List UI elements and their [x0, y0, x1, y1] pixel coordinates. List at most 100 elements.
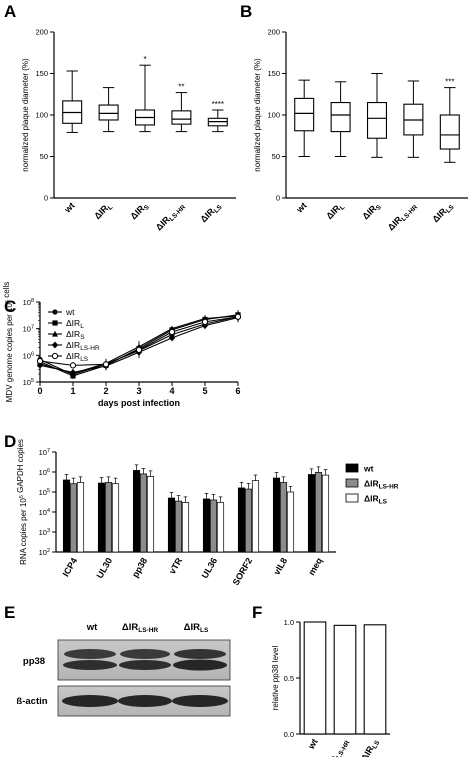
x-label-ir-s: ΔIRS	[360, 200, 383, 223]
blot-band-pp38-lower-wt	[63, 660, 117, 670]
legend-marker-ir-ls-hr	[51, 341, 59, 349]
bar-ir-ls-vil8	[286, 491, 295, 553]
blot-band-pp38-lower-ls	[173, 659, 227, 671]
panel-label-f: F	[252, 603, 262, 622]
panel-label-b: B	[240, 2, 252, 21]
significance-ir-s: *	[143, 55, 146, 64]
y-tick-label: 200	[35, 28, 48, 37]
y-tick-label: 102	[39, 548, 50, 557]
y-tick-label: 104	[39, 508, 50, 517]
x-label-meq: meq	[306, 556, 324, 577]
blot-band-pp38-upper-hr	[120, 649, 170, 659]
box-ir-ls	[439, 114, 460, 150]
blot-band-pp38-upper-wt	[64, 649, 116, 659]
y-tick-label: 1.0	[284, 618, 294, 627]
x-label-vil8: vIL8	[272, 556, 290, 577]
significance-ir-ls: ***	[445, 78, 454, 87]
x-label-ir-ls-hr: ΔIRLS-HR	[323, 737, 351, 757]
y-tick-label: 100	[35, 111, 48, 120]
x-tick-label: 3	[136, 386, 141, 396]
y-tick-label: 108	[23, 298, 34, 307]
y-tick-label: 0.5	[284, 674, 294, 683]
y-tick-label: 50	[40, 152, 48, 161]
box-ir-l	[98, 104, 119, 121]
legend-label-wt: wt	[363, 464, 374, 474]
bar-ir-ls-pp38	[146, 476, 155, 553]
y-tick-label: 107	[39, 448, 50, 457]
y-axis-title: normalized plaque diameter (%)	[253, 58, 262, 172]
bar-wt-meq	[307, 474, 316, 553]
bar-ir-ls-hr-vil8	[279, 482, 288, 553]
box-ir-ls-hr	[171, 110, 192, 125]
legend-label-ir-s: ΔIRS	[66, 329, 85, 341]
x-label-wt: wt	[294, 200, 309, 215]
legend-marker-ir-s	[52, 330, 58, 337]
blot-band-pp38-upper-ls	[174, 649, 226, 659]
panel-label-a: A	[4, 2, 16, 21]
x-label-icp4: ICP4	[61, 556, 80, 578]
x-tick-label: 5	[202, 386, 207, 396]
bar-ir-ls	[363, 624, 387, 735]
point-ir-ls	[36, 357, 44, 365]
x-label-ir-l: ΔIRL	[92, 200, 114, 222]
y-tick-label: 106	[39, 468, 50, 477]
box-ir-s	[366, 102, 388, 139]
blot-row-label-actin: ß-actin	[16, 696, 47, 707]
y-axis-title: relative pp38 level	[271, 646, 280, 711]
y-axis-title: MDV genome copies per 106 cells	[2, 282, 14, 402]
y-tick-label: 150	[267, 69, 280, 78]
panel-a-boxplot: 0 50 100 150 200 normalized plaque diameter (…	[21, 28, 236, 232]
bar-wt-pp38	[132, 470, 141, 553]
bar-ir-ls-hr-ul30	[104, 482, 113, 553]
point-ir-ls	[69, 362, 77, 369]
point-ir-ls-hr	[201, 322, 209, 330]
bar-ir-ls-hr	[333, 624, 357, 735]
legend-marker-ir-ls	[51, 352, 59, 360]
legend-label-ir-ls: ΔIRLS	[66, 351, 89, 363]
blot-band-pp38-lower-hr	[119, 660, 171, 670]
x-tick-label: 0	[37, 386, 42, 396]
y-tick-label: 100	[267, 111, 280, 120]
legend-marker-wt	[52, 309, 58, 315]
x-label-wt: wt	[62, 200, 77, 215]
legend-swatch-ir-ls	[345, 493, 359, 503]
blot-bands-pp38	[63, 649, 227, 671]
blot-lane-label-2: ΔIRLS-HR	[122, 622, 158, 634]
y-tick-label: 105	[23, 378, 34, 387]
point-ir-ls	[201, 318, 209, 325]
bar-ir-ls-hr-vtr	[174, 500, 183, 553]
x-tick-label: 1	[70, 386, 75, 396]
y-tick-label: 200	[267, 28, 280, 37]
legend-label-ir-ls: ΔIRLS	[364, 494, 388, 506]
x-label-ir-l: ΔIRL	[324, 200, 346, 222]
bar-ir-ls-vtr	[181, 502, 190, 553]
point-ir-ls-hr	[69, 368, 77, 376]
y-tick-label: 106	[23, 351, 34, 360]
panel-e-western-blot: wt ΔIRLS-HR ΔIRLS pp38 ß-actin	[16, 622, 231, 717]
panel-label-c: C	[4, 297, 16, 316]
y-tick-label: 107	[23, 325, 34, 334]
x-label-ir-ls: ΔIRLS	[359, 736, 382, 757]
y-tick-label: 0.0	[284, 730, 294, 739]
x-label-ir-ls: ΔIRLS	[198, 200, 224, 226]
panel-label-e: E	[4, 603, 15, 622]
x-label-vtr: vTR	[167, 556, 184, 576]
legend-label-ir-ls-hr: ΔIRLS-HR	[364, 479, 399, 491]
y-tick-label: 0	[276, 194, 280, 203]
bar-wt-vtr	[167, 497, 176, 553]
legend-label-wt: wt	[65, 307, 75, 317]
bar-wt-icp4	[62, 479, 71, 553]
bar-wt-ul30	[97, 482, 106, 553]
bar-ir-ls-meq	[321, 474, 330, 553]
y-axis-title: normalized plaque diameter (%)	[21, 58, 30, 172]
x-tick-label: 4	[169, 386, 174, 396]
point-ir-ls	[102, 361, 110, 368]
y-tick-label: 105	[39, 488, 50, 497]
bar-ir-ls-ul30	[111, 483, 120, 553]
y-tick-label: 103	[39, 528, 50, 537]
box-ir-l	[330, 102, 351, 133]
blot-row-label-pp38: pp38	[23, 656, 45, 667]
legend-marker-ir-l	[52, 320, 58, 326]
